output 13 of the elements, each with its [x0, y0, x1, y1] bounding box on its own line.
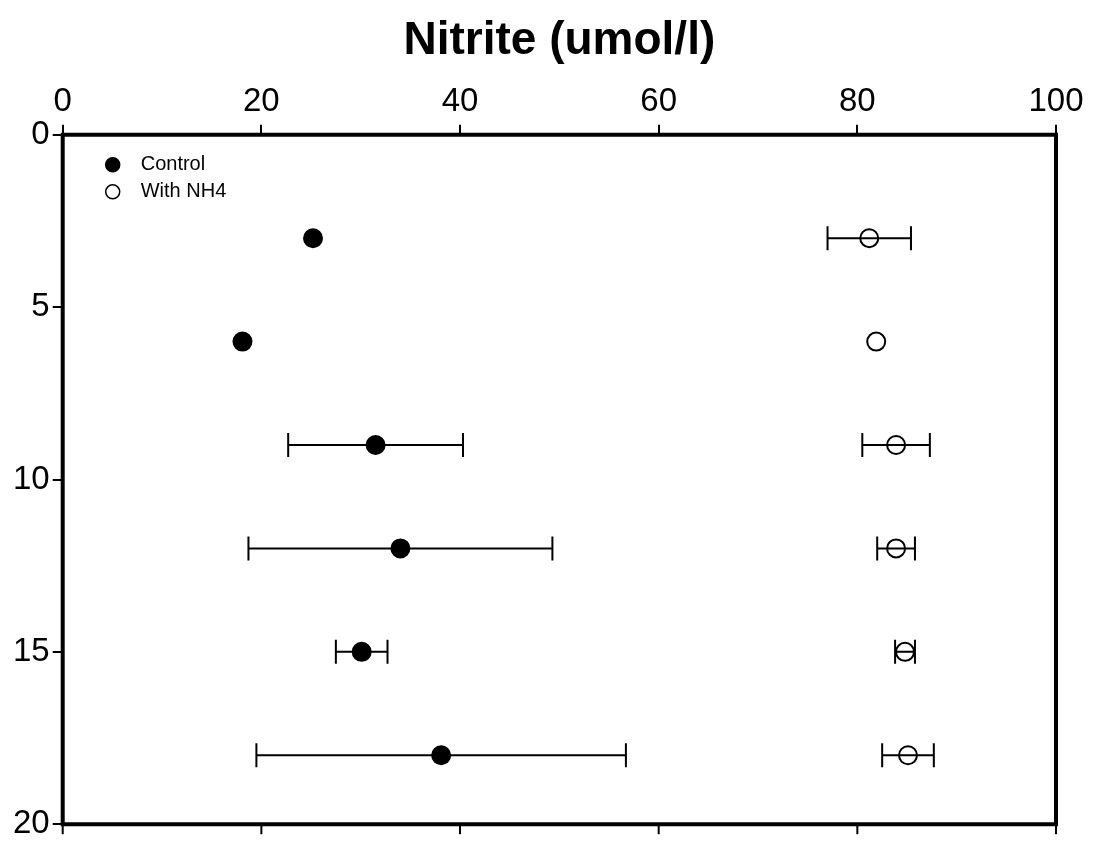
y-tick-label: 10 [12, 458, 50, 496]
legend-label: With NH4 [140, 179, 227, 202]
x-tick-label: 100 [1028, 81, 1084, 119]
x-tick-label: 80 [838, 81, 876, 119]
legend-label: Control [140, 152, 206, 175]
x-tick-label: 20 [243, 81, 280, 119]
x-tick-label: 40 [441, 81, 479, 119]
y-tick-label: 0 [31, 113, 50, 151]
y-tick-label: 20 [12, 803, 50, 841]
x-axis-title: Nitrite (umol/l) [403, 12, 716, 65]
y-tick-label: 15 [12, 630, 50, 668]
y-tick-label: 5 [31, 286, 50, 324]
x-tick-label: 60 [640, 81, 678, 119]
